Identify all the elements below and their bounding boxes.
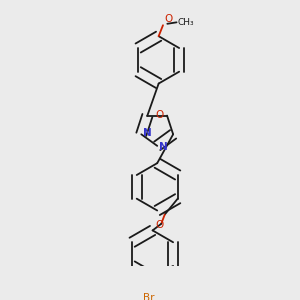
Text: O: O	[164, 14, 173, 24]
Text: CH₃: CH₃	[178, 18, 195, 27]
Text: O: O	[156, 110, 164, 120]
Text: O: O	[156, 220, 164, 230]
Text: N: N	[159, 142, 168, 152]
Text: Br: Br	[143, 293, 155, 300]
Text: N: N	[143, 128, 152, 138]
